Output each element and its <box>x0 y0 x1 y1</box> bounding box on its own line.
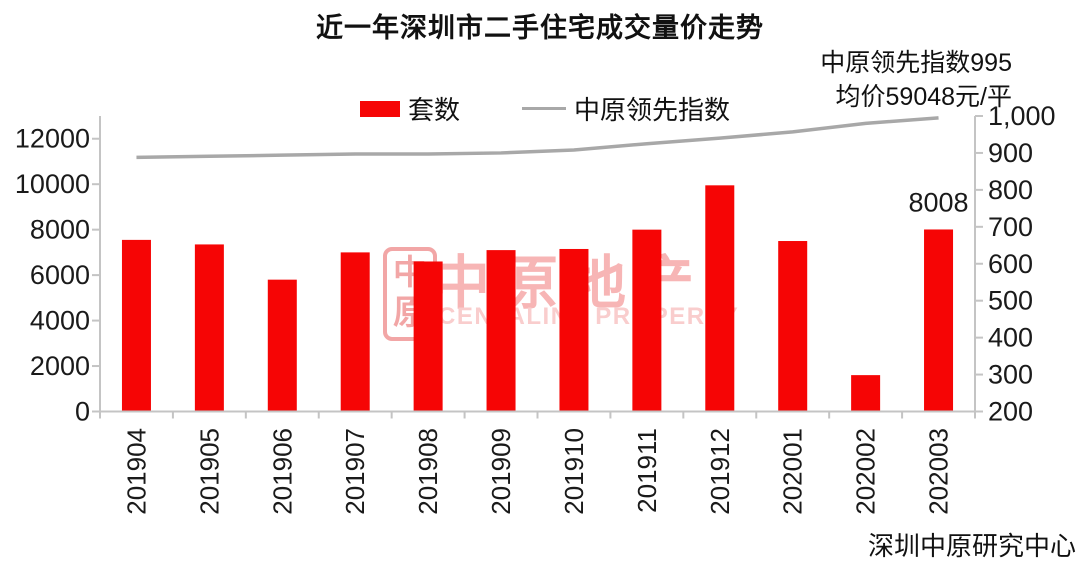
legend-line-swatch <box>522 107 567 110</box>
bar-201910 <box>559 248 589 412</box>
x-axis-label: 202002 <box>851 428 881 515</box>
bar-201911 <box>632 229 662 412</box>
bar-data-label: 8008 <box>909 187 969 217</box>
x-axis-label: 201906 <box>267 428 297 515</box>
bar-201907 <box>340 252 370 412</box>
right-axis-label: 600 <box>988 249 1033 279</box>
source-credit: 深圳中原研究中心 <box>867 531 1076 561</box>
x-axis-label: 201905 <box>194 428 224 515</box>
annotation-block: 中原领先指数995 均价59048元/平 <box>820 46 1012 114</box>
legend-bar-label: 套数 <box>408 95 461 125</box>
left-axis-label: 2000 <box>30 351 90 381</box>
right-axis-label: 400 <box>988 323 1033 353</box>
x-axis-label: 201912 <box>705 428 735 515</box>
left-axis-label: 6000 <box>30 260 90 290</box>
bar-201909 <box>486 250 516 412</box>
bar-201906 <box>267 279 297 412</box>
x-axis-label: 201911 <box>632 428 662 513</box>
bar-201908 <box>413 261 443 412</box>
bar-202001 <box>778 241 808 412</box>
right-axis-label: 1,000 <box>988 101 1056 131</box>
x-axis-label: 201908 <box>413 428 443 515</box>
x-axis-label: 202003 <box>924 428 954 515</box>
bar-202002 <box>851 375 881 412</box>
x-axis-label: 201907 <box>340 428 370 515</box>
right-axis-label: 900 <box>988 138 1033 168</box>
annotation-index: 中原领先指数995 <box>820 49 1012 77</box>
bar-201904 <box>121 239 151 412</box>
bar-201905 <box>194 244 224 412</box>
left-axis-label: 10000 <box>15 169 90 199</box>
annotation-avg-price: 均价59048元/平 <box>835 83 1012 111</box>
bar-202003 <box>924 229 954 412</box>
x-axis-label: 201909 <box>486 428 516 515</box>
legend: 套数 中原领先指数 <box>360 90 730 127</box>
left-axis-label: 8000 <box>30 215 90 245</box>
left-axis-label: 0 <box>75 397 90 427</box>
x-axis-label: 201904 <box>121 428 151 515</box>
left-axis-label: 12000 <box>15 124 90 154</box>
right-axis-label: 800 <box>988 175 1033 205</box>
legend-bar-swatch <box>360 100 400 117</box>
right-axis-label: 300 <box>988 360 1033 390</box>
bar-201912 <box>705 185 735 412</box>
chart-title: 近一年深圳市二手住宅成交量价走势 <box>316 13 764 43</box>
x-axis-label: 202001 <box>778 428 808 515</box>
left-axis-label: 4000 <box>30 306 90 336</box>
x-axis-label: 201910 <box>559 428 589 515</box>
legend-line-label: 中原领先指数 <box>574 95 731 125</box>
right-axis-label: 700 <box>988 212 1033 242</box>
right-axis-label: 500 <box>988 286 1033 316</box>
right-axis-label: 200 <box>988 397 1033 427</box>
index-line <box>136 116 939 160</box>
